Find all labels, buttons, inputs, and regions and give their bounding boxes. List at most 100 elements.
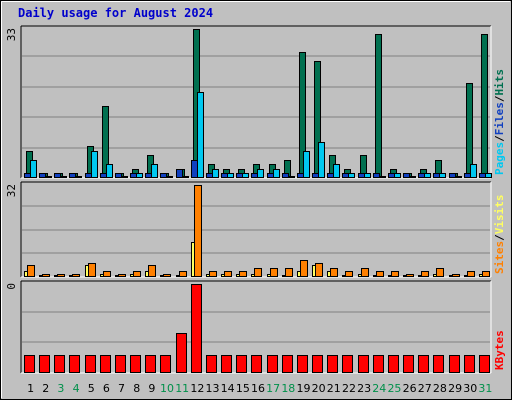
- files-bar: [151, 164, 158, 178]
- sites-bar: [361, 268, 369, 277]
- sites-bar: [194, 185, 202, 277]
- files-bar: [333, 164, 340, 178]
- legend-middle: Sites/Visits: [493, 195, 506, 275]
- pages-bar: [342, 173, 349, 178]
- pages-bar: [145, 173, 152, 178]
- pages-bar: [403, 173, 410, 178]
- max-value-label-bottom: 0: [5, 283, 18, 290]
- sites-bar: [57, 274, 65, 277]
- pages-bar: [100, 173, 107, 178]
- legend-entry: Visits: [493, 195, 506, 235]
- pages-bar: [176, 169, 183, 178]
- day-label: 26: [403, 382, 417, 395]
- legend-entry: /: [493, 135, 506, 142]
- sites-bar: [88, 263, 96, 277]
- files-bar: [60, 176, 67, 178]
- day-label: 20: [312, 382, 326, 395]
- legend-entry: Files: [493, 102, 506, 135]
- files-bar: [303, 151, 310, 178]
- day-label: 28: [433, 382, 447, 395]
- max-value-label-top: 33: [5, 28, 18, 41]
- pages-bar: [85, 173, 92, 178]
- pages-bar: [282, 173, 289, 178]
- files-bar: [424, 173, 431, 178]
- legend-entry: /: [493, 234, 506, 241]
- legend-top: Pages/Files/Hits: [493, 69, 506, 175]
- hits-bar: [375, 34, 382, 178]
- day-label: 11: [175, 382, 189, 395]
- kbytes-bar: [373, 355, 384, 373]
- pages-bar: [160, 173, 167, 178]
- pages-bar: [373, 173, 380, 178]
- day-label: 27: [418, 382, 432, 395]
- pages-bar: [206, 173, 213, 178]
- kbytes-bar: [312, 355, 323, 373]
- day-label: 5: [88, 382, 95, 395]
- sites-bar: [436, 268, 444, 277]
- sites-bar: [224, 271, 232, 277]
- kbytes-bar: [479, 355, 490, 373]
- sites-bar: [452, 274, 460, 277]
- files-bar: [91, 151, 98, 178]
- day-label: 23: [357, 382, 371, 395]
- pages-bar: [418, 173, 425, 178]
- files-bar: [364, 173, 371, 178]
- day-label: 17: [266, 382, 280, 395]
- kbytes-bar: [160, 355, 171, 373]
- sites-bar: [482, 271, 490, 277]
- files-bar: [455, 176, 462, 178]
- day-label: 24: [372, 382, 386, 395]
- files-bar: [318, 142, 325, 178]
- files-bar: [242, 173, 249, 178]
- sites-bar: [179, 271, 187, 277]
- kbytes-bar: [403, 355, 414, 373]
- kbytes-bar: [115, 355, 126, 373]
- day-label: 9: [148, 382, 155, 395]
- pages-bar: [130, 173, 137, 178]
- sites-bar: [406, 274, 414, 277]
- kbytes-bar: [267, 355, 278, 373]
- sites-bar: [270, 268, 278, 277]
- sites-bar: [133, 271, 141, 277]
- legend-entry: /: [493, 95, 506, 102]
- day-label: 18: [281, 382, 295, 395]
- files-bar: [136, 173, 143, 178]
- kbytes-bar: [221, 355, 232, 373]
- sites-bar: [42, 274, 50, 277]
- files-bar: [45, 176, 52, 178]
- pages-bar: [464, 173, 471, 178]
- pages-bar: [267, 173, 274, 178]
- kbytes-bar: [130, 355, 141, 373]
- day-label: 25: [387, 382, 401, 395]
- kbytes-bar: [251, 355, 262, 373]
- files-bar: [288, 176, 295, 178]
- chart-title: Daily usage for August 2024: [18, 6, 213, 20]
- pages-bar: [388, 173, 395, 178]
- pages-bar: [115, 173, 122, 178]
- files-bar: [439, 173, 446, 178]
- day-label: 29: [448, 382, 462, 395]
- kbytes-bar: [327, 355, 338, 373]
- kbytes-bar: [39, 355, 50, 373]
- day-label: 14: [221, 382, 235, 395]
- day-label: 30: [463, 382, 477, 395]
- pages-bar: [221, 173, 228, 178]
- pages-bar: [449, 173, 456, 178]
- kbytes-bar: [464, 355, 475, 373]
- day-label: 22: [342, 382, 356, 395]
- pages-bar: [236, 173, 243, 178]
- files-bar: [212, 169, 219, 178]
- pages-bar: [251, 173, 258, 178]
- day-label: 3: [57, 382, 64, 395]
- kbytes-bar: [236, 355, 247, 373]
- sites-bar: [163, 274, 171, 277]
- pages-bar: [312, 173, 319, 178]
- pages-bar: [54, 173, 61, 178]
- sites-bar: [345, 271, 353, 277]
- pages-bar: [191, 160, 198, 178]
- sites-bar: [376, 271, 384, 277]
- files-bar: [106, 164, 113, 178]
